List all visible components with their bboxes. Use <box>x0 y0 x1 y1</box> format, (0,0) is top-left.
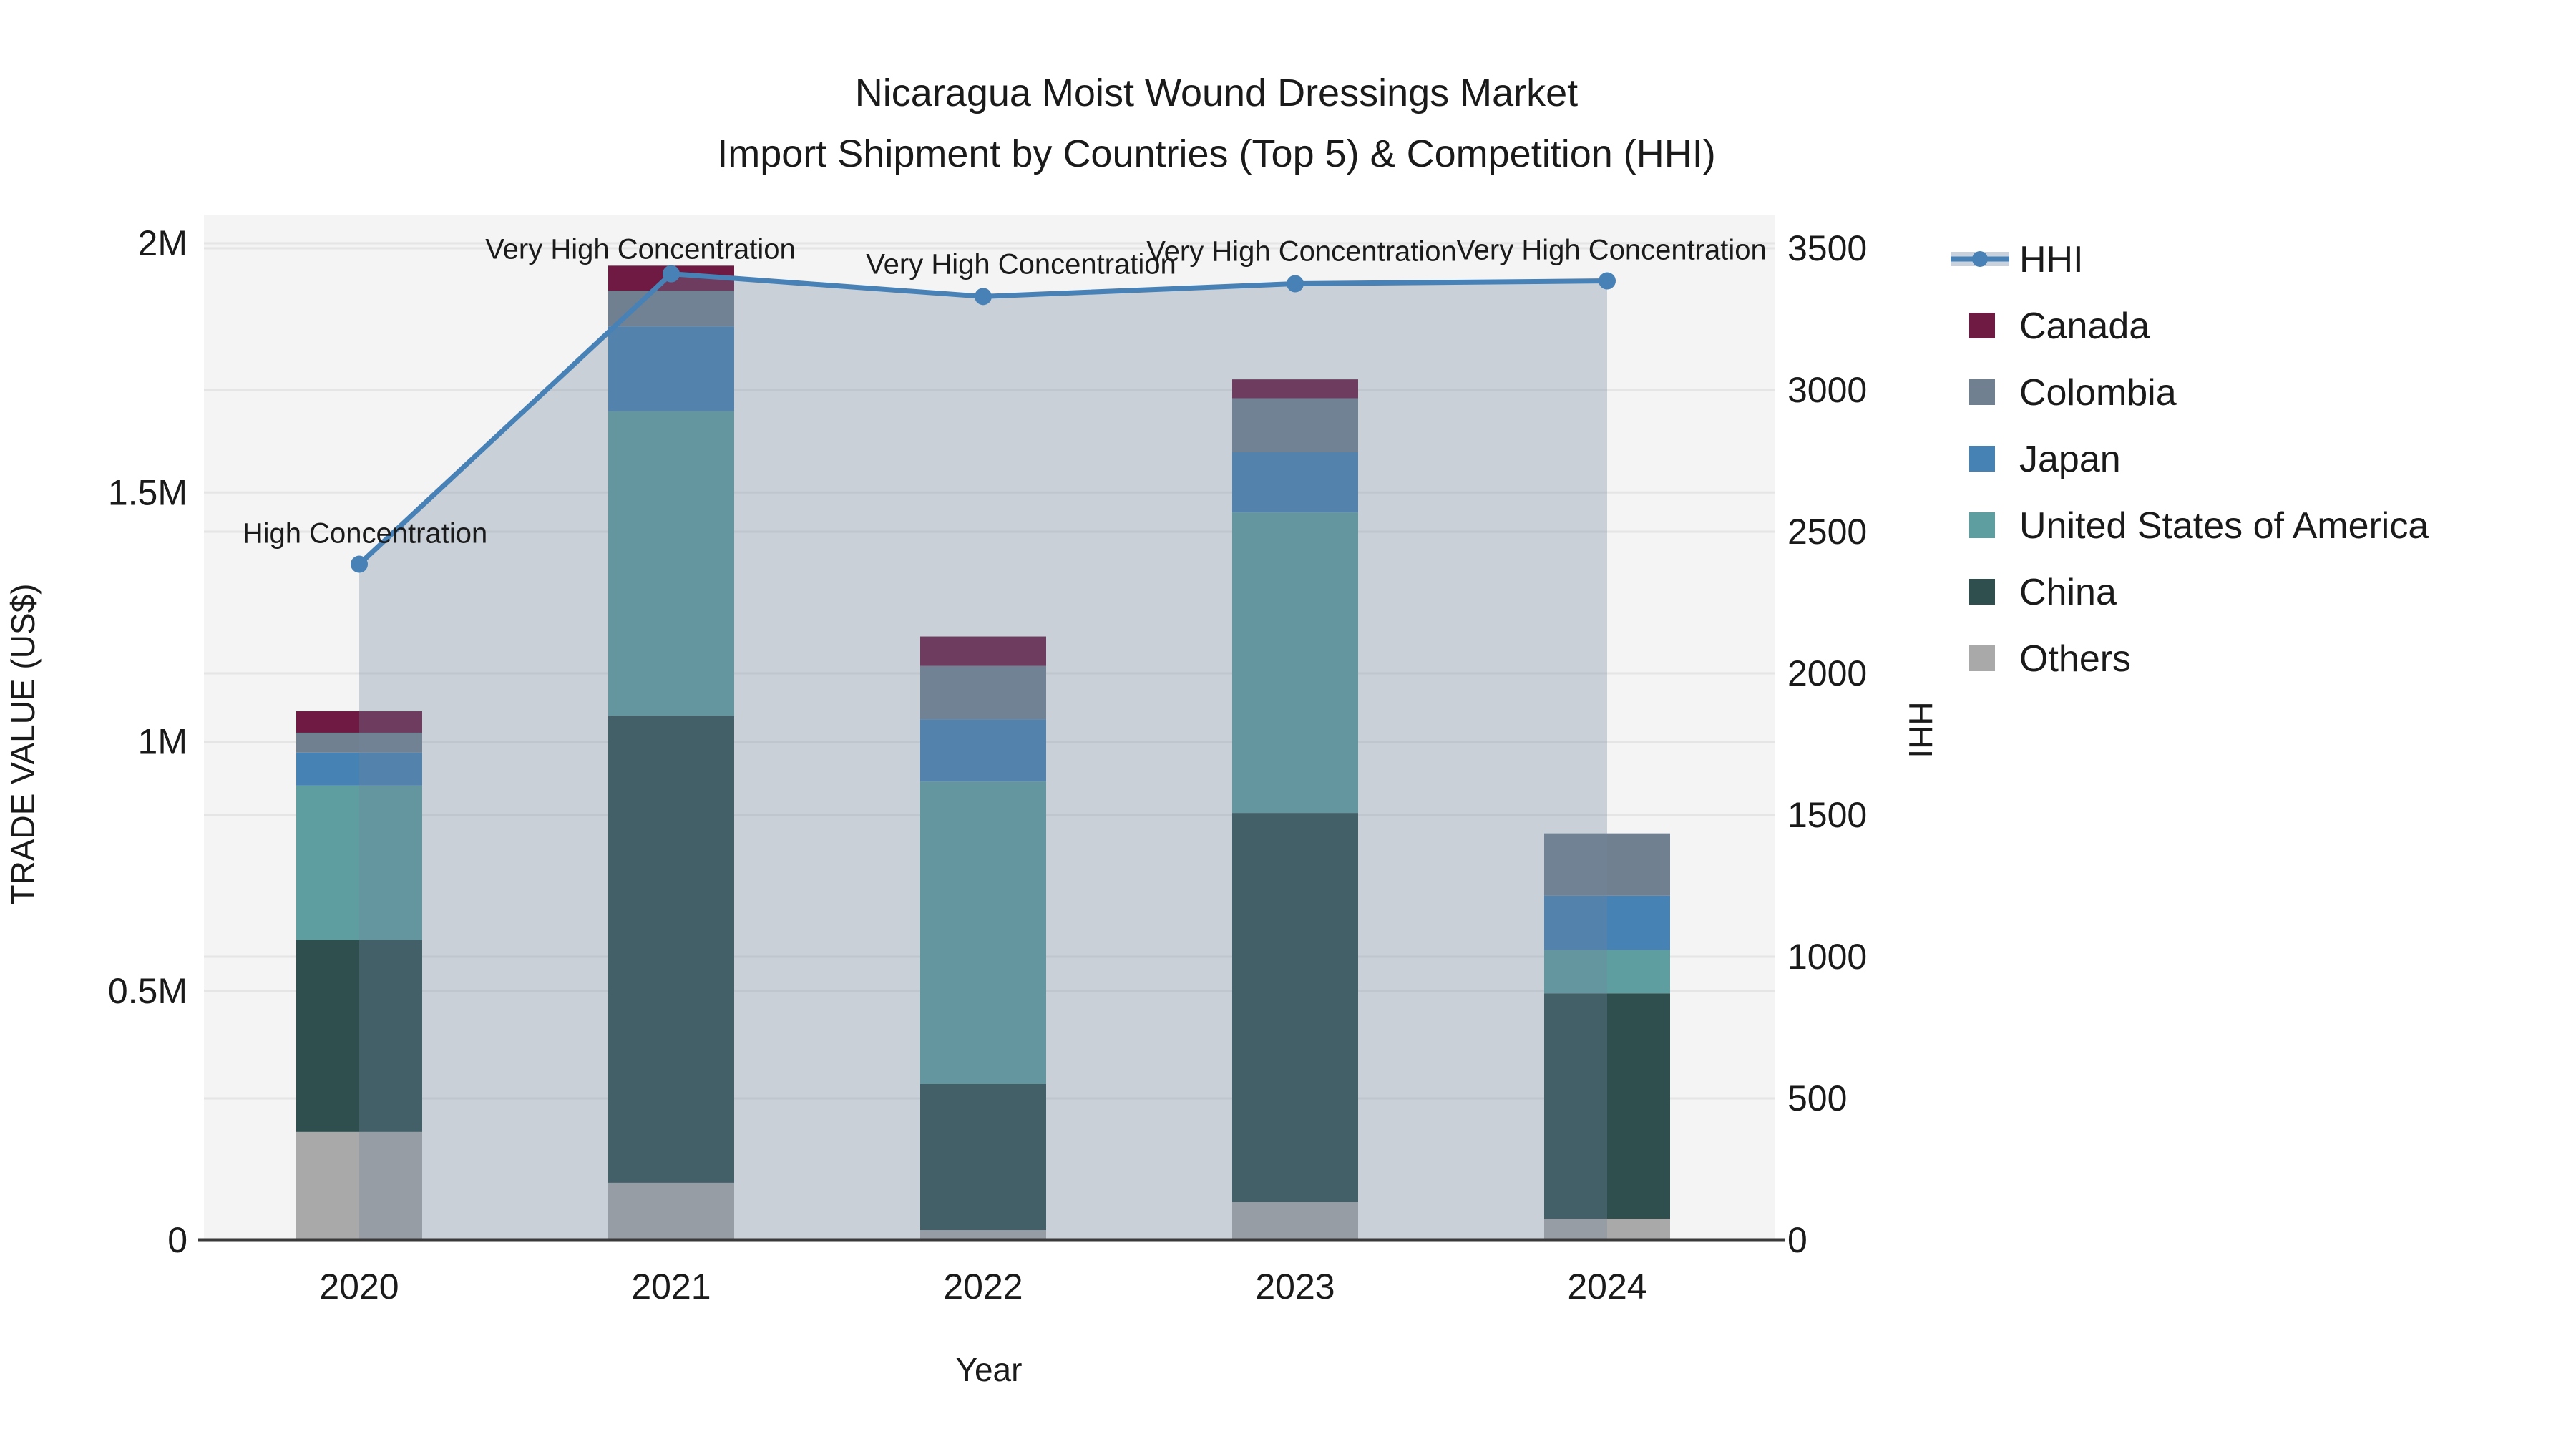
x-tick-2022: 2022 <box>943 1267 1023 1307</box>
legend-label-united-states-of-america: United States of America <box>2019 505 2429 547</box>
y-right-tick-0: 0 <box>1787 1220 1807 1260</box>
legend-item-china[interactable]: China <box>1969 572 2117 613</box>
bar-2023-united-states-of-america[interactable] <box>1232 512 1358 814</box>
legend-label-hhi: HHI <box>2019 239 2084 280</box>
bar-2024-united-states-of-america[interactable] <box>1544 950 1670 994</box>
legend-swatch-united-states-of-america <box>1969 512 1995 538</box>
x-axis-title: Year <box>956 1351 1023 1388</box>
y-left-axis-title: TRADE VALUE (US$) <box>4 583 42 904</box>
y-left-tick-1.5M: 1.5M <box>108 472 187 512</box>
bar-2023-colombia[interactable] <box>1232 398 1358 452</box>
legend-swatch-colombia <box>1969 379 1995 405</box>
legend-item-canada[interactable]: Canada <box>1969 306 2150 347</box>
bar-2024-colombia[interactable] <box>1544 833 1670 896</box>
bar-2020-united-states-of-america[interactable] <box>296 785 422 940</box>
legend-label-japan: Japan <box>2019 439 2121 480</box>
y-left-tick-2M: 2M <box>138 223 187 263</box>
bar-2023-others[interactable] <box>1232 1202 1358 1240</box>
legend-swatch-others <box>1969 645 1995 671</box>
y-left-tick-1M: 1M <box>138 722 187 762</box>
y-right-tick-2000: 2000 <box>1787 653 1867 693</box>
bar-series <box>296 265 1670 1240</box>
legend-swatch-canada <box>1969 313 1995 338</box>
legend-label-others: Others <box>2019 638 2131 680</box>
bar-2022-colombia[interactable] <box>920 665 1046 720</box>
chart-title-line2: Import Shipment by Countries (Top 5) & C… <box>717 132 1716 175</box>
legend-swatch-japan <box>1969 446 1995 472</box>
bar-2022-others[interactable] <box>920 1230 1046 1240</box>
legend-item-united-states-of-america[interactable]: United States of America <box>1969 505 2429 547</box>
bar-2021-united-states-of-america[interactable] <box>608 411 734 716</box>
y-left-tick-0.5M: 0.5M <box>108 971 187 1011</box>
y-right-tick-2500: 2500 <box>1787 512 1867 552</box>
x-tick-2020: 2020 <box>319 1267 399 1307</box>
bar-2024-japan[interactable] <box>1544 895 1670 950</box>
y-right-axis-title: HHI <box>1902 701 1939 758</box>
bar-2021-japan[interactable] <box>608 326 734 411</box>
y-right-tick-3000: 3000 <box>1787 370 1867 410</box>
bar-2021-others[interactable] <box>608 1182 734 1240</box>
x-tick-2024: 2024 <box>1567 1267 1646 1307</box>
legend-label-colombia: Colombia <box>2019 372 2177 414</box>
bar-2022-canada[interactable] <box>920 636 1046 666</box>
y-right-tick-1000: 1000 <box>1787 937 1867 977</box>
legend-item-hhi[interactable]: HHI <box>1951 239 2084 280</box>
bar-2020-canada[interactable] <box>296 711 422 733</box>
tick-labels: 0 0.5M 1M 1.5M 2M 0 500 1000 1500 2000 2500 3000 350… <box>108 223 1867 1307</box>
bar-2023-china[interactable] <box>1232 813 1358 1203</box>
y-right-tick-3500: 3500 <box>1787 228 1867 268</box>
y-right-tick-1500: 1500 <box>1787 795 1867 835</box>
x-tick-2021: 2021 <box>631 1267 711 1307</box>
hhi-marker-2021[interactable] <box>663 265 680 283</box>
bar-2021-china[interactable] <box>608 716 734 1183</box>
annotation-2023: Very High Concentration <box>1146 236 1457 268</box>
y-left-tick-0: 0 <box>167 1220 187 1260</box>
bar-2022-united-states-of-america[interactable] <box>920 781 1046 1084</box>
bar-2024-others[interactable] <box>1544 1219 1670 1240</box>
hhi-marker-2022[interactable] <box>975 288 992 306</box>
bar-2020-colombia[interactable] <box>296 732 422 753</box>
hhi-marker-2020[interactable] <box>351 555 368 573</box>
y-right-tick-500: 500 <box>1787 1078 1847 1118</box>
chart-title-line1: Nicaragua Moist Wound Dressings Market <box>855 72 1578 114</box>
annotation-2022: Very High Concentration <box>866 248 1176 280</box>
legend-swatch-china <box>1969 579 1995 605</box>
bar-2023-canada[interactable] <box>1232 379 1358 399</box>
x-tick-2023: 2023 <box>1255 1267 1335 1307</box>
annotation-2024: Very High Concentration <box>1456 235 1767 266</box>
legend-label-canada: Canada <box>2019 306 2150 347</box>
bar-2022-china[interactable] <box>920 1083 1046 1231</box>
annotation-2021: Very High Concentration <box>485 234 796 265</box>
bar-2020-others[interactable] <box>296 1131 422 1240</box>
hhi-area-fill <box>359 273 1607 1240</box>
legend-item-others[interactable]: Others <box>1969 638 2131 680</box>
annotation-2020: High Concentration <box>243 518 487 550</box>
legend-item-colombia[interactable]: Colombia <box>1969 372 2177 414</box>
bar-2023-japan[interactable] <box>1232 452 1358 513</box>
legend-label-china: China <box>2019 572 2117 613</box>
legend-hhi-marker-sample <box>1972 251 1988 267</box>
bar-2021-colombia[interactable] <box>608 291 734 327</box>
legend-item-japan[interactable]: Japan <box>1969 439 2121 480</box>
legend: HHI Canada Colombia Japan United States of A… <box>1951 239 2429 680</box>
bar-2020-china[interactable] <box>296 940 422 1132</box>
bar-2022-japan[interactable] <box>920 719 1046 782</box>
hhi-marker-2024[interactable] <box>1599 272 1616 290</box>
bar-2020-japan[interactable] <box>296 752 422 786</box>
hhi-marker-2023[interactable] <box>1287 275 1304 293</box>
bar-2024-china[interactable] <box>1544 993 1670 1219</box>
